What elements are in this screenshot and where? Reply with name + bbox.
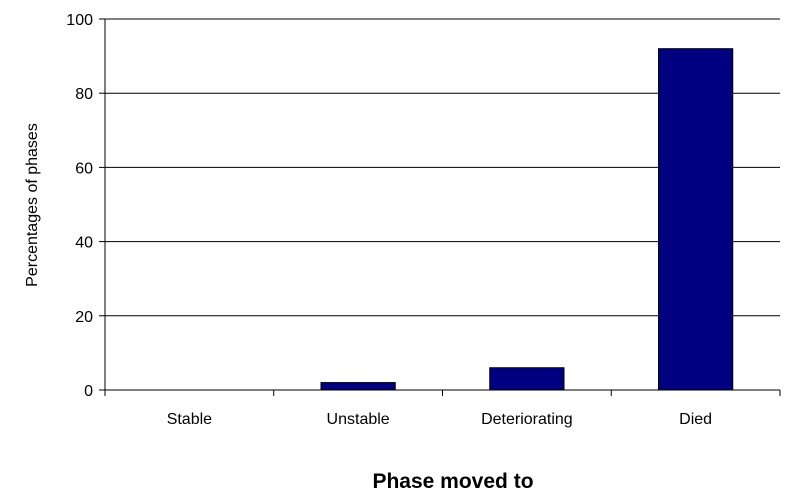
axes [99, 18, 781, 396]
bar-died [658, 48, 734, 391]
y-tick-label: 100 [66, 12, 93, 29]
x-tick-labels: Stable Unstable Deteriorating Died [167, 411, 712, 428]
x-tick-label: Stable [167, 411, 212, 428]
bar-unstable [320, 382, 396, 391]
y-tick-label: 60 [75, 160, 93, 177]
x-tick-label: Died [679, 411, 712, 428]
x-axis-title: Phase moved to [372, 470, 533, 493]
y-tick-label: 40 [75, 235, 93, 252]
y-tick-labels: 0 20 40 60 80 100 [66, 12, 93, 400]
x-tick-label: Deteriorating [481, 411, 573, 428]
y-tick-label: 20 [75, 309, 93, 326]
y-axis-title: Percentages of phases [24, 123, 41, 287]
y-tick-label: 0 [84, 383, 93, 400]
bar-deteriorating [489, 367, 565, 391]
y-tick-label: 80 [75, 86, 93, 103]
x-tick-label: Unstable [327, 411, 390, 428]
bars [320, 48, 734, 391]
